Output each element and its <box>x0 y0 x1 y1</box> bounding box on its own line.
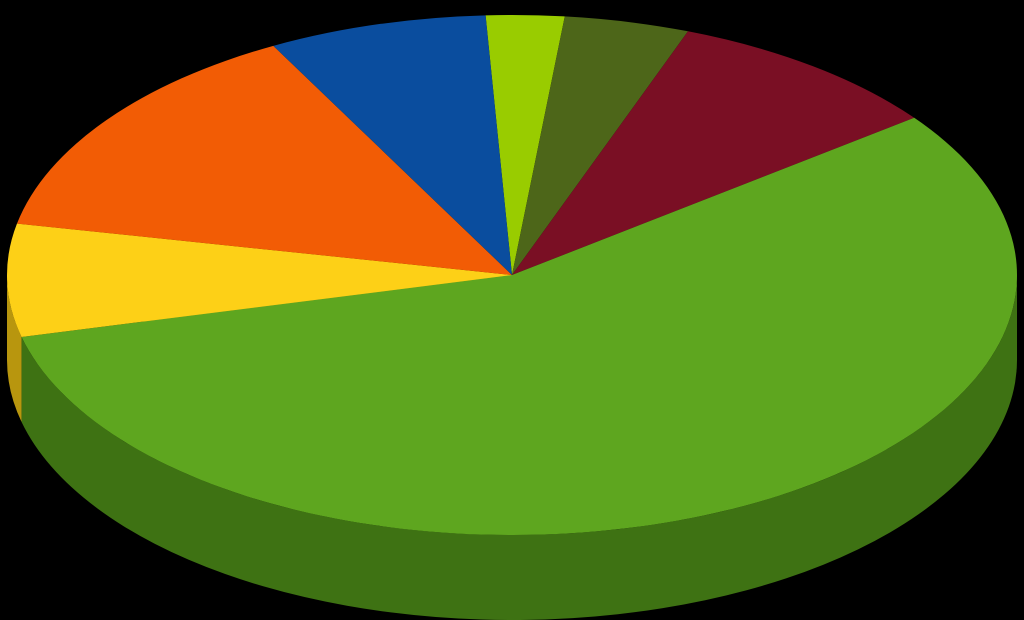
pie-3d-chart <box>0 0 1024 620</box>
